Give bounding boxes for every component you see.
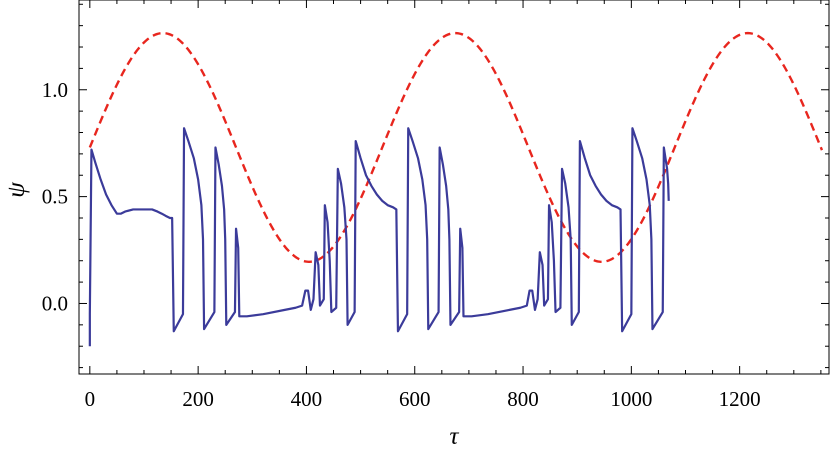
x-axis-label: τ [450, 423, 460, 450]
series-layer [88, 31, 824, 347]
x-tick-label: 1200 [719, 387, 761, 411]
x-tick-label: 800 [507, 387, 539, 411]
x-tick-label: 0 [85, 387, 96, 411]
x-tick-label: 1000 [610, 387, 652, 411]
x-tick-label: 600 [399, 387, 431, 411]
y-tick-label: 0.0 [42, 291, 68, 315]
y-tick-label: 1.0 [42, 78, 68, 102]
ticks [79, 0, 829, 374]
series-solid-line [88, 127, 670, 347]
y-tick-label: 0.5 [42, 185, 68, 209]
series-dashed-line [88, 31, 824, 263]
x-tick-label: 400 [291, 387, 323, 411]
y-axis-label: ψ [3, 182, 30, 198]
plot-frame [78, 0, 830, 375]
tick-labels: 0 200 400 600 800 1000 1200 0.0 0.5 1.0 [42, 78, 761, 411]
x-tick-label: 200 [182, 387, 214, 411]
